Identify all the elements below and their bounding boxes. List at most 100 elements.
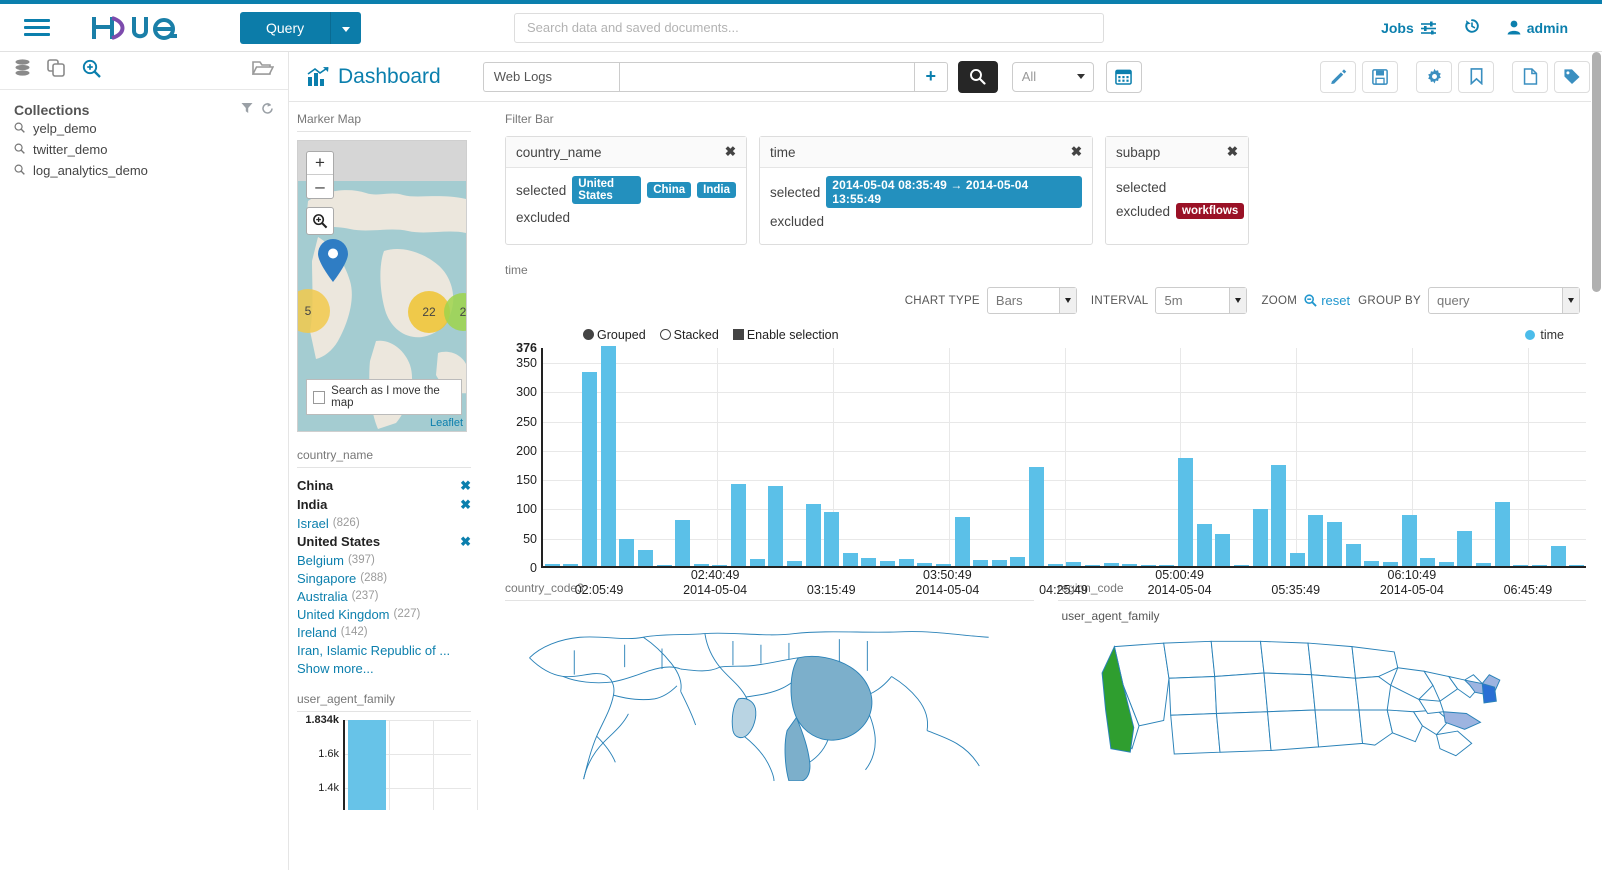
- hamburger-icon[interactable]: [24, 15, 50, 40]
- filter-tag[interactable]: India: [697, 182, 736, 198]
- bar[interactable]: [805, 503, 821, 566]
- filter-tag[interactable]: United States: [572, 176, 642, 204]
- interval-select[interactable]: 5m: [1155, 287, 1248, 314]
- bar[interactable]: [1047, 564, 1063, 566]
- facet-item[interactable]: Iran, Islamic Republic of ...: [297, 641, 471, 659]
- group-by-select[interactable]: query: [1428, 287, 1580, 314]
- search-plus-icon[interactable]: [82, 59, 101, 83]
- bar[interactable]: [768, 486, 784, 566]
- new-document-button[interactable]: [1512, 60, 1548, 93]
- facet-label[interactable]: Australia: [297, 588, 348, 604]
- bar[interactable]: [1084, 564, 1100, 566]
- mini-bar[interactable]: [348, 720, 386, 810]
- scope-select[interactable]: All: [1011, 61, 1094, 92]
- bar[interactable]: [731, 484, 746, 566]
- scrollbar-thumb[interactable]: [1592, 52, 1601, 292]
- facet-item[interactable]: Australia (237): [297, 587, 471, 605]
- map-cluster-marker[interactable]: 2: [444, 293, 466, 331]
- facet-label[interactable]: United Kingdom: [297, 606, 390, 622]
- bar[interactable]: [1494, 501, 1510, 566]
- bar[interactable]: [582, 371, 597, 566]
- bar[interactable]: [880, 560, 895, 566]
- collection-item[interactable]: yelp_demo: [14, 118, 274, 139]
- bar[interactable]: [1476, 563, 1491, 566]
- add-filter-button[interactable]: +: [913, 61, 948, 92]
- bar[interactable]: [600, 346, 616, 566]
- close-icon[interactable]: ✖: [1226, 144, 1238, 159]
- facet-item[interactable]: India ✖: [297, 495, 471, 514]
- query-button[interactable]: Query: [240, 11, 331, 44]
- facet-show-more-link[interactable]: Show more...: [297, 661, 374, 676]
- facet-remove-icon[interactable]: ✖: [460, 533, 471, 549]
- bar[interactable]: [712, 564, 728, 566]
- bar[interactable]: [973, 560, 989, 566]
- bar[interactable]: [1122, 563, 1138, 566]
- search-on-move-checkbox[interactable]: [313, 390, 326, 404]
- bar[interactable]: [1103, 563, 1119, 566]
- facet-label[interactable]: Singapore: [297, 570, 357, 586]
- filter-icon[interactable]: [241, 102, 253, 118]
- global-search-input[interactable]: [525, 19, 1093, 36]
- bar[interactable]: [1271, 465, 1287, 566]
- jobs-link[interactable]: Jobs: [1381, 20, 1437, 36]
- bar[interactable]: [1140, 564, 1156, 566]
- tag-button[interactable]: [1554, 60, 1590, 93]
- search-button[interactable]: [957, 60, 998, 93]
- bar[interactable]: [1233, 564, 1249, 566]
- bar[interactable]: [1252, 508, 1268, 566]
- bar[interactable]: [749, 558, 765, 566]
- bar[interactable]: [1569, 564, 1585, 566]
- bar[interactable]: [1550, 546, 1566, 566]
- filter-tag-excluded[interactable]: workflows: [1176, 203, 1245, 219]
- user-menu[interactable]: admin: [1507, 20, 1568, 36]
- bar[interactable]: [637, 549, 653, 566]
- bar[interactable]: [991, 559, 1007, 566]
- bar[interactable]: [935, 564, 951, 566]
- bar[interactable]: [693, 564, 709, 566]
- bar[interactable]: [1364, 561, 1380, 566]
- close-icon[interactable]: ✖: [724, 144, 736, 159]
- bookmark-button[interactable]: [1458, 60, 1494, 93]
- bar[interactable]: [954, 517, 970, 566]
- bar[interactable]: [824, 512, 840, 566]
- map-pin-marker[interactable]: [316, 239, 350, 288]
- bar[interactable]: [1289, 553, 1305, 566]
- calendar-button[interactable]: [1105, 60, 1142, 93]
- collection-item[interactable]: log_analytics_demo: [14, 160, 274, 181]
- bar[interactable]: [1345, 543, 1361, 566]
- bar[interactable]: [1178, 458, 1193, 566]
- page-scrollbar[interactable]: [1591, 52, 1602, 870]
- history-icon[interactable]: [1463, 17, 1481, 39]
- facet-label[interactable]: India: [297, 497, 328, 512]
- map-locate-button[interactable]: [306, 207, 334, 235]
- collection-name-box[interactable]: Web Logs: [482, 61, 619, 92]
- query-dropdown-toggle[interactable]: [330, 11, 362, 44]
- bar[interactable]: [861, 557, 877, 566]
- map-cluster-marker[interactable]: 22: [408, 291, 450, 333]
- bar[interactable]: [1457, 530, 1473, 566]
- facet-remove-icon[interactable]: ✖: [460, 477, 471, 493]
- facet-item[interactable]: Ireland (142): [297, 623, 471, 641]
- chart-type-select[interactable]: Bars: [986, 287, 1077, 314]
- grouped-radio[interactable]: Grouped: [583, 328, 646, 342]
- facet-item[interactable]: Belgium (397): [297, 551, 471, 569]
- bar[interactable]: [1513, 564, 1529, 566]
- us-choropleth-map[interactable]: [1058, 629, 1558, 761]
- facet-label[interactable]: China: [297, 478, 334, 493]
- map-zoom-in-button[interactable]: +: [307, 152, 333, 175]
- facet-label[interactable]: United States: [297, 534, 381, 549]
- folder-icon[interactable]: [251, 59, 275, 82]
- bar[interactable]: [1029, 466, 1044, 566]
- bar[interactable]: [675, 520, 691, 566]
- bar[interactable]: [656, 564, 672, 566]
- facet-item[interactable]: United States ✖: [297, 532, 471, 551]
- settings-button[interactable]: [1416, 60, 1452, 93]
- bar[interactable]: [1327, 522, 1342, 566]
- map-zoom-control[interactable]: + –: [306, 151, 334, 199]
- bar[interactable]: [1401, 515, 1417, 566]
- facet-label[interactable]: Belgium: [297, 552, 344, 568]
- leaflet-attribution[interactable]: Leaflet: [429, 417, 463, 429]
- facet-label[interactable]: Iran, Islamic Republic of ...: [297, 642, 451, 658]
- bar[interactable]: [563, 564, 579, 566]
- series-legend[interactable]: time: [1525, 328, 1586, 342]
